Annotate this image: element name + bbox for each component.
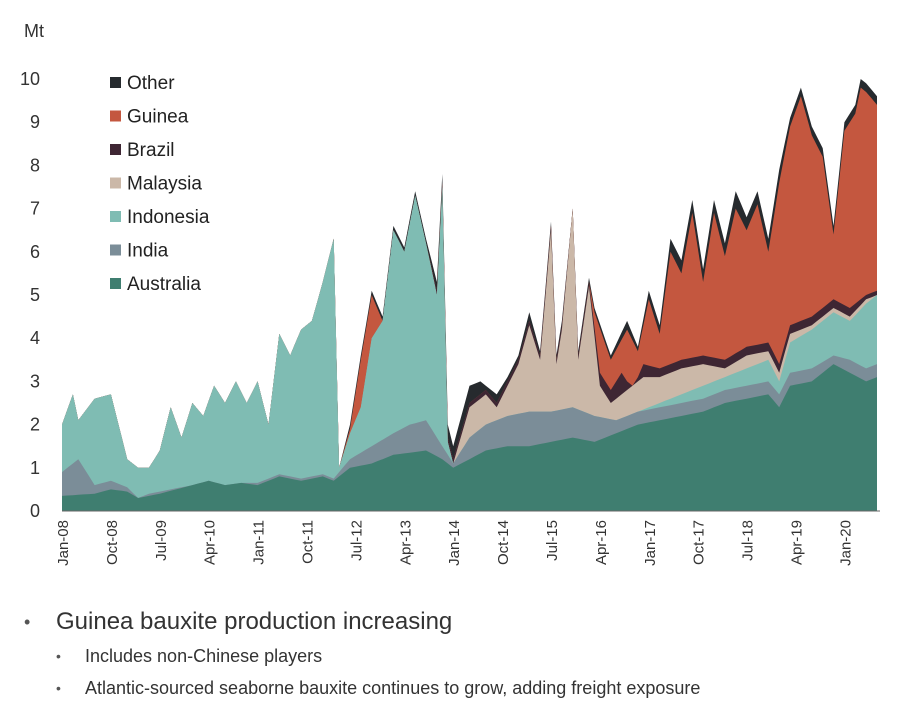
bullet-sub-1: • Includes non-Chinese players xyxy=(22,640,892,672)
y-axis-ticks: 0 1 2 3 4 5 6 7 8 9 10 xyxy=(20,69,40,521)
bullet-sub-1-text: Includes non-Chinese players xyxy=(85,646,323,666)
bullet-main: • Guinea bauxite production increasing xyxy=(22,604,892,640)
legend-label-malaysia: Malaysia xyxy=(127,174,202,195)
x-tick-label: Jan-17 xyxy=(642,520,659,566)
x-tick-label: Jan-14 xyxy=(446,520,463,566)
x-tick-label: Jul-15 xyxy=(544,520,561,561)
x-tick-label: Jul-18 xyxy=(740,520,757,561)
x-tick-label: Apr-13 xyxy=(397,520,414,565)
y-tick-label: 7 xyxy=(30,199,40,219)
bauxite-import-chart: Mt 0 1 2 3 4 5 6 7 8 9 10 Jan-08 Oct-08 Jul-09 Apr-10… xyxy=(20,21,880,566)
x-tick-label: Jan-11 xyxy=(251,520,268,565)
area-australia xyxy=(62,364,877,511)
legend-label-india: India xyxy=(127,241,169,262)
y-axis-label: Mt xyxy=(24,21,44,41)
bullet-main-text: Guinea bauxite production increasing xyxy=(56,608,453,635)
legend-label-australia: Australia xyxy=(127,274,201,295)
bullet-dot: • xyxy=(56,648,61,664)
y-tick-label: 1 xyxy=(30,458,40,478)
x-tick-label: Oct-14 xyxy=(495,520,512,565)
bullet-sub-2-text: Atlantic-sourced seaborne bauxite contin… xyxy=(85,678,701,698)
legend-swatch-indonesia xyxy=(110,211,121,222)
y-tick-label: 8 xyxy=(30,155,40,175)
x-tick-label: Jul-12 xyxy=(348,520,365,561)
legend-swatch-australia xyxy=(110,278,121,289)
y-tick-label: 6 xyxy=(30,242,40,262)
x-tick-label: Oct-17 xyxy=(691,520,708,565)
bullet-sub-2: • Atlantic-sourced seaborne bauxite cont… xyxy=(22,672,892,704)
x-tick-label: Oct-11 xyxy=(300,520,317,564)
x-tick-label: Jan-20 xyxy=(837,520,854,566)
y-tick-label: 9 xyxy=(30,112,40,132)
x-tick-label: Apr-10 xyxy=(202,520,219,565)
x-tick-label: Jan-08 xyxy=(55,520,72,566)
legend-swatch-malaysia xyxy=(110,177,121,189)
bullet-dot: • xyxy=(24,612,31,632)
x-tick-label: Jul-09 xyxy=(153,520,170,561)
legend-swatch-other xyxy=(110,77,121,88)
chart-areas xyxy=(62,79,877,511)
bullet-list: • Guinea bauxite production increasing •… xyxy=(22,604,892,704)
legend-label-other: Other xyxy=(127,73,175,94)
y-tick-label: 3 xyxy=(30,371,40,391)
x-tick-label: Apr-19 xyxy=(789,520,806,565)
y-tick-label: 0 xyxy=(30,501,40,521)
legend-label-brazil: Brazil xyxy=(127,140,175,161)
legend-label-indonesia: Indonesia xyxy=(127,207,210,228)
legend-swatch-brazil xyxy=(110,144,121,155)
y-tick-label: 5 xyxy=(30,285,40,305)
y-tick-label: 4 xyxy=(30,328,40,348)
x-tick-label: Oct-08 xyxy=(104,520,121,565)
legend-label-guinea: Guinea xyxy=(127,107,189,128)
x-tick-label: Apr-16 xyxy=(593,520,610,565)
bullet-dot: • xyxy=(56,680,61,696)
legend-swatch-guinea xyxy=(110,110,121,122)
x-axis-ticks: Jan-08 Oct-08 Jul-09 Apr-10 Jan-11 Oct-11 Jul-… xyxy=(55,520,854,566)
y-tick-label: 2 xyxy=(30,415,40,435)
legend: Other Guinea Brazil Malaysia Indonesia India A… xyxy=(110,73,210,295)
legend-swatch-india xyxy=(110,244,121,256)
y-tick-label: 10 xyxy=(20,69,40,89)
